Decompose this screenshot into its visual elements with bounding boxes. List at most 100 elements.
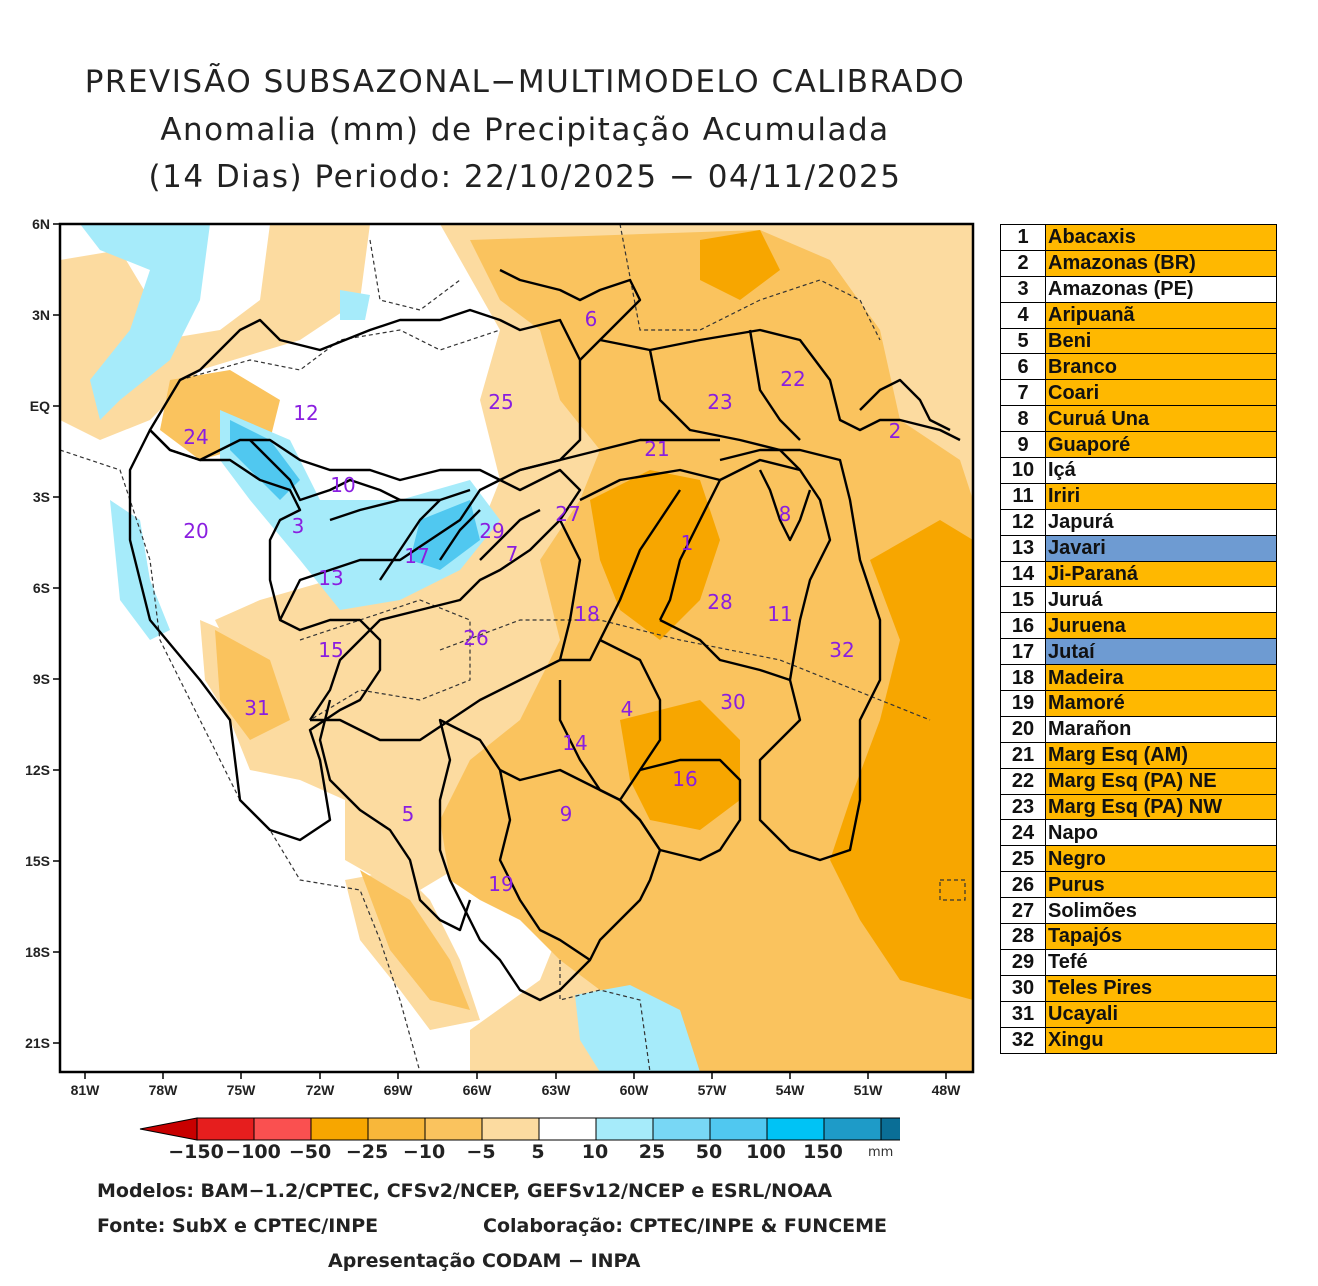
basin-number: 13 <box>1000 534 1046 562</box>
colorbar-cell <box>823 1117 882 1141</box>
basin-row: 8 Curuá Una <box>1000 405 1277 433</box>
basin-label-18: 18 <box>574 602 599 626</box>
basin-label-11: 11 <box>767 602 792 626</box>
lat-tick-label: 12S <box>25 762 50 778</box>
basin-number: 5 <box>1000 327 1046 355</box>
basin-row: 26 Purus <box>1000 871 1277 899</box>
basin-number: 32 <box>1000 1026 1046 1054</box>
basin-name: Purus <box>1045 871 1277 899</box>
basin-row: 28 Tapajós <box>1000 923 1277 950</box>
colorbar-tick-label: −25 <box>346 1141 388 1163</box>
basin-number: 7 <box>1000 379 1046 407</box>
colorbar-cell <box>709 1117 768 1141</box>
basin-number: 2 <box>1000 249 1046 277</box>
basin-name: Marg Esq (AM) <box>1045 741 1277 769</box>
anomaly-strong-orange-east <box>830 520 973 1000</box>
basin-label-17: 17 <box>404 544 429 568</box>
colorbar-cell <box>424 1117 483 1141</box>
colorbar-tick-label: 150 <box>803 1141 843 1163</box>
colorbar-cell <box>139 1117 198 1141</box>
basin-row: 31 Ucayali <box>1000 1000 1277 1028</box>
basin-row: 16 Juruena <box>1000 612 1277 640</box>
basin-label-23: 23 <box>707 390 732 414</box>
basin-number: 6 <box>1000 353 1046 381</box>
basin-label-24: 24 <box>183 425 208 449</box>
lon-tick-label: 66W <box>463 1082 493 1098</box>
basin-label-15: 15 <box>318 638 343 662</box>
basin-number: 8 <box>1000 405 1046 433</box>
basin-label-5: 5 <box>402 802 415 826</box>
colorbar-cell <box>481 1117 540 1141</box>
basin-name: Marg Esq (PA) NW <box>1045 793 1277 821</box>
basin-label-2: 2 <box>889 419 902 443</box>
lon-tick-label: 48W <box>932 1082 962 1098</box>
basin-number: 12 <box>1000 508 1046 536</box>
basin-label-6: 6 <box>585 307 598 331</box>
basin-row: 19 Mamoré <box>1000 690 1277 717</box>
basin-number: 23 <box>1000 793 1046 821</box>
basin-name: Jutaí <box>1045 638 1277 666</box>
lat-tick-label: 3N <box>32 307 50 323</box>
anomaly-strong-orange-south <box>620 700 740 830</box>
basin-label-19: 19 <box>488 872 513 896</box>
basin-name: Marg Esq (PA) NE <box>1045 767 1277 795</box>
map-frame <box>58 222 975 1074</box>
basin-label-30: 30 <box>720 690 745 714</box>
colorbar-tick-label: 10 <box>582 1141 608 1163</box>
basin-legend-table: 1 Abacaxis 2 Amazonas (BR) 3 Amazonas (PE) 4 Ar… <box>1000 224 1277 1054</box>
lon-tick-label: 51W <box>854 1082 884 1098</box>
basin-number: 15 <box>1000 586 1046 614</box>
lat-tick-label: 6S <box>33 580 50 596</box>
colorbar-tick-label: −150 <box>168 1141 224 1163</box>
basin-number: 11 <box>1000 482 1046 510</box>
lon-tick-label: 57W <box>698 1082 728 1098</box>
basin-name: Mamoré <box>1045 690 1277 717</box>
basin-label-21: 21 <box>644 437 669 461</box>
basin-name: Javari <box>1045 534 1277 562</box>
basin-row: 22 Marg Esq (PA) NE <box>1000 767 1277 795</box>
lat-tick-label: EQ <box>30 398 50 414</box>
lat-tick-label: 9S <box>33 671 50 687</box>
basin-name: Tapajós <box>1045 923 1277 950</box>
basin-row: 14 Ji-Paraná <box>1000 560 1277 588</box>
basin-row: 27 Solimões <box>1000 897 1277 925</box>
map-subtitle: Anomalia (mm) de Precipitação Acumulada <box>160 112 890 148</box>
lon-tick-label: 60W <box>620 1082 650 1098</box>
precipitation-anomaly-map: 6N 3N EQ 3S 6S 9S 12S 15S 18S 21S 81W 78W 75W 72W 69W… <box>25 216 975 1098</box>
basin-number: 10 <box>1000 457 1046 484</box>
basin-name: Abacaxis <box>1045 224 1277 251</box>
lat-tick-label: 3S <box>33 489 50 505</box>
basin-row: 30 Teles Pires <box>1000 974 1277 1002</box>
lon-tick-label: 78W <box>149 1082 179 1098</box>
colorbar: −150 −100 −50 −25 −10 −5 5 10 25 50 100 150 mm <box>139 1117 900 1163</box>
lat-tick-label: 6N <box>32 216 50 232</box>
basin-row: 18 Madeira <box>1000 664 1277 692</box>
lon-tick-label: 63W <box>542 1082 572 1098</box>
colorbar-tick-labels: −150 −100 −50 −25 −10 −5 5 10 25 50 100 150 <box>168 1141 843 1163</box>
anomaly-light-blue-south <box>575 985 700 1072</box>
colorbar-cell <box>310 1117 369 1141</box>
basin-label-12: 12 <box>293 401 318 425</box>
anomaly-light-blue-north <box>80 224 210 420</box>
basin-label-22: 22 <box>780 367 805 391</box>
lon-tick-label: 54W <box>776 1082 806 1098</box>
colorbar-tick-label: −100 <box>225 1141 281 1163</box>
basin-name: Coari <box>1045 379 1277 407</box>
colorbar-cell <box>880 1117 900 1141</box>
basin-name: Aripuanã <box>1045 301 1277 329</box>
basin-number: 24 <box>1000 819 1046 847</box>
anomaly-light-blue-n2 <box>340 290 370 320</box>
basin-number: 18 <box>1000 664 1046 692</box>
basin-row: 24 Napo <box>1000 819 1277 847</box>
basin-label-7: 7 <box>506 542 519 566</box>
basin-number: 14 <box>1000 560 1046 588</box>
longitude-axis: 81W 78W 75W 72W 69W 66W 63W 60W 57W 54W 51W 48W <box>71 1072 962 1098</box>
basin-number: 30 <box>1000 974 1046 1002</box>
basin-number: 17 <box>1000 638 1046 666</box>
basin-number: 28 <box>1000 923 1046 950</box>
models-credit: Modelos: BAM−1.2/CPTEC, CFSv2/NCEP, GEFS… <box>97 1180 833 1202</box>
basin-number: 25 <box>1000 845 1046 873</box>
basin-name: Japurá <box>1045 508 1277 536</box>
basin-name: Napo <box>1045 819 1277 847</box>
anomaly-mid-orange-s <box>360 870 470 1010</box>
